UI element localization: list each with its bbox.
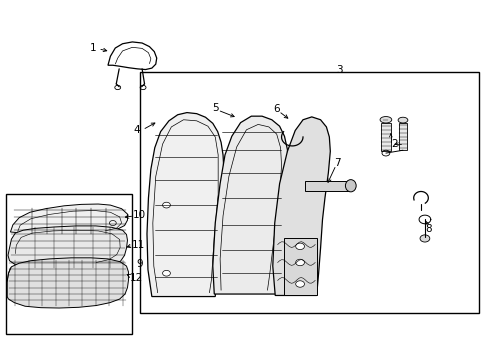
Polygon shape xyxy=(7,258,128,308)
Bar xyxy=(140,72,478,313)
Bar xyxy=(305,181,348,191)
Text: 11: 11 xyxy=(131,239,144,249)
Polygon shape xyxy=(147,113,224,297)
Polygon shape xyxy=(10,204,127,234)
Text: 10: 10 xyxy=(133,210,146,220)
Text: 8: 8 xyxy=(425,225,431,234)
Circle shape xyxy=(295,243,304,249)
Polygon shape xyxy=(212,116,288,294)
Circle shape xyxy=(162,270,170,276)
Circle shape xyxy=(295,281,304,287)
Bar xyxy=(398,123,406,149)
Text: 5: 5 xyxy=(211,103,218,113)
Ellipse shape xyxy=(397,117,407,123)
Circle shape xyxy=(162,202,170,208)
Text: 2: 2 xyxy=(390,139,397,149)
Text: 12: 12 xyxy=(129,273,142,283)
Ellipse shape xyxy=(379,117,391,123)
Circle shape xyxy=(419,235,429,242)
Polygon shape xyxy=(8,226,127,269)
Bar xyxy=(5,194,132,334)
Circle shape xyxy=(295,259,304,266)
Polygon shape xyxy=(272,117,330,296)
Text: 9: 9 xyxy=(136,259,142,269)
Text: 1: 1 xyxy=(90,43,97,53)
Ellipse shape xyxy=(345,180,355,192)
Text: 6: 6 xyxy=(272,104,279,114)
Text: 7: 7 xyxy=(333,158,340,168)
Bar xyxy=(380,123,390,151)
Text: 4: 4 xyxy=(134,125,140,135)
Bar xyxy=(283,238,316,296)
Text: 3: 3 xyxy=(336,64,342,75)
